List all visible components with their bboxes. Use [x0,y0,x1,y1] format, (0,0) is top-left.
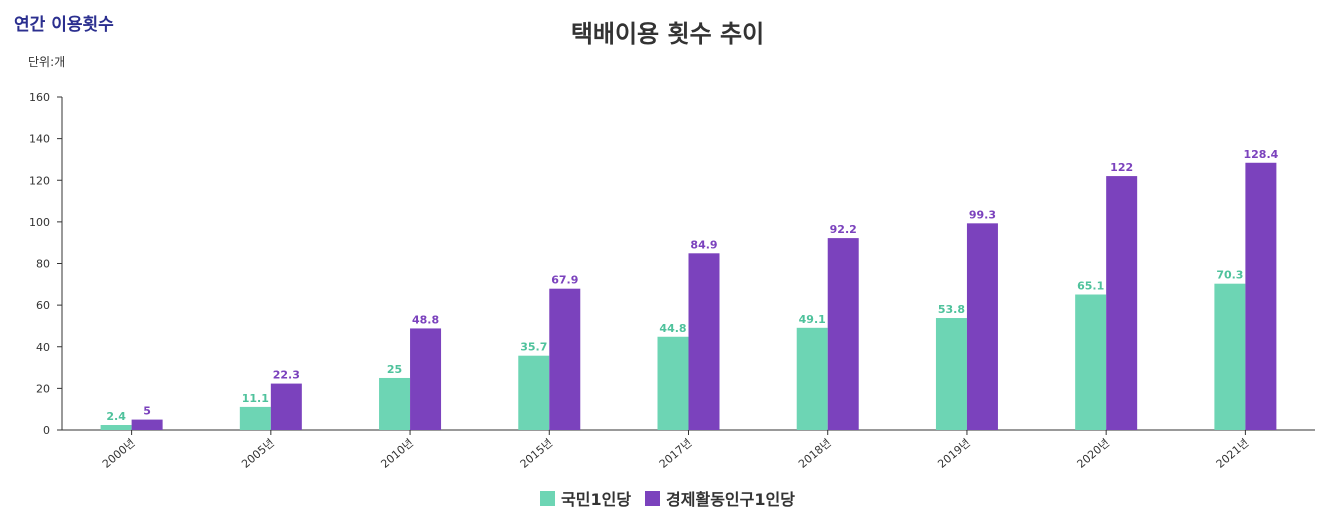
bar-series-2 [410,328,442,430]
data-label-series-1: 49.1 [799,313,826,326]
data-label-series-1: 65.1 [1077,280,1104,293]
y-tick-label: 120 [29,174,50,187]
legend-swatch-series-1 [540,490,556,506]
data-label-series-1: 11.1 [242,392,269,405]
bar-series-1 [657,336,689,430]
y-tick-label: 140 [29,133,50,146]
x-tick-label: 2017년 [657,436,695,470]
x-tick-label: 2000년 [100,436,138,470]
data-label-series-1: 25 [387,363,402,376]
data-label-series-1: 44.8 [659,322,686,335]
x-tick-label: 2010년 [378,436,416,470]
bar-series-2 [827,238,859,430]
data-label-series-2: 67.9 [551,274,578,287]
y-tick-label: 100 [29,216,50,229]
y-tick-label: 60 [36,299,50,312]
data-label-series-1: 35.7 [520,341,547,354]
legend-label-series-1: 국민1인당 [561,490,632,509]
data-label-series-2: 48.8 [412,313,439,326]
legend-swatch-series-2 [645,490,661,506]
x-tick-label: 2005년 [239,436,277,470]
data-label-series-2: 92.2 [830,223,857,236]
bar-series-2 [549,288,581,430]
data-label-series-2: 22.3 [273,369,300,382]
data-label-series-2: 5 [143,405,151,418]
x-tick-label: 2015년 [518,436,556,470]
x-tick-label: 2020년 [1075,436,1113,470]
data-label-series-2: 84.9 [690,238,717,251]
data-label-series-2: 99.3 [969,208,996,221]
unit-label: 단위:개 [28,55,66,69]
bar-series-1 [1214,283,1246,430]
data-label-series-1: 2.4 [106,410,126,423]
chart-title: 택배이용 횟수 추이 [570,20,765,48]
x-tick-label: 2018년 [796,436,834,470]
bar-series-2 [966,223,998,430]
legend-item-series-2[interactable]: 경제활동인구1인당 [645,486,795,510]
legend-item-series-1[interactable]: 국민1인당 [540,486,631,510]
bar-series-1 [935,318,967,430]
bar-series-2 [131,419,163,430]
bar-series-1 [100,425,132,430]
y-tick-label: 160 [29,91,50,104]
y-tick-label: 40 [36,341,50,354]
bar-series-1 [1075,294,1107,430]
bar-series-1 [239,406,271,430]
data-label-series-2: 128.4 [1243,148,1278,161]
y-tick-label: 80 [36,258,50,271]
legend-label-series-2: 경제활동인구1인당 [666,490,795,509]
x-tick-label: 2019년 [935,436,973,470]
y-tick-label: 0 [43,424,50,437]
bar-series-1 [379,377,411,430]
data-label-series-2: 122 [1110,161,1133,174]
legend: 국민1인당 경제활동인구1인당 [0,486,1335,510]
bar-series-2 [270,383,302,430]
x-tick-label: 2021년 [1214,436,1252,470]
y-tick-label: 20 [36,382,50,395]
bar-series-2 [1245,162,1277,430]
data-label-series-1: 53.8 [938,303,965,316]
page-title: 연간 이용횟수 [14,15,114,35]
bar-series-1 [796,327,828,430]
bar-series-2 [1106,176,1138,430]
bar-series-1 [518,355,550,430]
bar-series-2 [688,253,720,430]
data-label-series-1: 70.3 [1216,269,1243,282]
